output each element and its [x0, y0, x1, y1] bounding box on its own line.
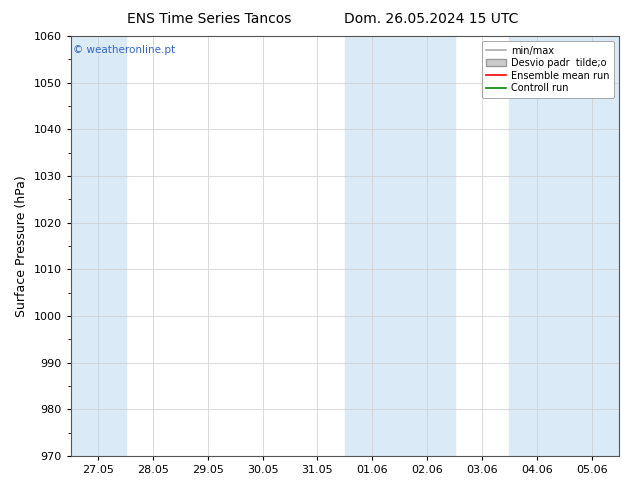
Text: Dom. 26.05.2024 15 UTC: Dom. 26.05.2024 15 UTC: [344, 12, 519, 26]
Bar: [509, 36, 564, 456]
Bar: [564, 36, 619, 456]
Text: © weatheronline.pt: © weatheronline.pt: [74, 45, 176, 54]
Bar: [71, 36, 126, 456]
Bar: [399, 36, 455, 456]
Bar: [345, 36, 399, 456]
Text: ENS Time Series Tancos: ENS Time Series Tancos: [127, 12, 292, 26]
Y-axis label: Surface Pressure (hPa): Surface Pressure (hPa): [15, 175, 28, 317]
Legend: min/max, Desvio padr  tilde;o, Ensemble mean run, Controll run: min/max, Desvio padr tilde;o, Ensemble m…: [482, 41, 614, 98]
